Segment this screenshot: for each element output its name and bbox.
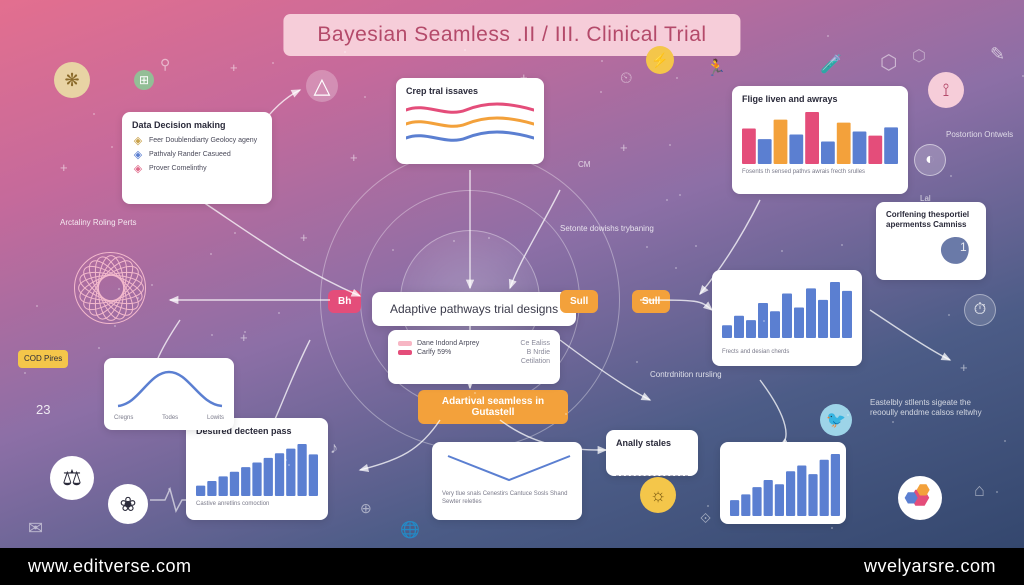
card-decision: Data Decision making◈Feer Doublendiarty … [122,112,272,204]
deco-glyph: ⚲ [160,56,170,73]
card-legend: Dane Indond ArpreyCe EalissCarlfy 59%B N… [388,330,560,384]
deco-icon: ⚡ [646,46,674,74]
side-label: Lal [920,194,931,204]
footer-bar: www.editverse.com wvelyarsre.com [0,548,1024,585]
p-sull2: Sull [632,290,670,313]
deco-icon: ☼ [640,477,676,513]
infographic-canvas: Bayesian Seamless .II / III. Clinical Tr… [0,0,1024,548]
deco-glyph: 🏃 [706,58,726,78]
deco-icon: ⟟ [928,72,964,108]
card-bars-r1: Frects and desian cherds [712,270,862,366]
p-sull1: Sull [560,290,598,313]
plus-mark: + [180,400,188,415]
plus-mark: + [560,460,568,475]
plus-mark: + [300,230,308,245]
p-bh: Bh [328,290,361,313]
p-adartival: Adartival seamless in Gutastell [418,390,568,424]
side-label: 1 [960,240,967,255]
deco-glyph: ✎ [990,44,1005,65]
card-issues: Crep tral issaves [396,78,544,164]
deco-glyph: △ [306,70,338,102]
footer-right: wvelyarsre.com [864,556,996,577]
plus-mark: + [520,70,528,85]
card-vshape: Very tlue snals Cenestirs Cantuce Sosls … [432,442,582,520]
deco-icon [74,252,146,324]
deco-glyph: ♪ [330,440,338,458]
deco-icon: ⬣⬣⬣ [898,476,942,520]
deco-glyph: ⊞ [134,70,154,90]
deco-glyph: ⟐ [700,510,711,527]
ekg-line [150,485,230,515]
deco-glyph: ⬡ [912,46,926,66]
card-bars-r2 [720,442,846,524]
plus-mark: + [350,150,358,165]
deco-glyph: 🌐 [400,520,420,540]
deco-icon: ⚖ [50,456,94,500]
plus-mark: + [230,60,238,75]
deco-glyph: ⊕ [360,500,372,517]
side-label: COD Pires [18,350,68,368]
deco-glyph: 🧪 [820,54,842,75]
deco-glyph: ✉ [28,518,43,539]
side-label: Postortion Ontwels [946,130,1016,140]
side-label: CM [578,160,590,170]
plus-mark: + [620,140,628,155]
card-flige: Flige liven and awraysFosents th sensed … [732,86,908,194]
card-curve: CregnsTodesLowits [104,358,234,430]
deco-icon: ❀ [108,484,148,524]
deco-glyph: ⌂ [974,480,985,501]
deco-glyph: ⏲ [620,70,632,88]
side-label: Eastelbly stllents sigeate the reooully … [870,398,990,418]
deco-icon: ❋ [54,62,90,98]
plus-mark: + [960,360,968,375]
center-label: Adaptive pathways trial designs [372,292,576,326]
deco-icon: ◐ [914,144,946,176]
card-anally: Anally stales [606,430,698,476]
deco-glyph: ⬡ [880,50,897,75]
footer-left: www.editverse.com [28,556,192,577]
side-label: 23 [36,402,50,418]
title-pill: Bayesian Seamless .II / III. Clinical Tr… [283,14,740,56]
side-label: Setonte dowishs trybaning [560,224,654,234]
card-corth: Corlfening thesportiel apermentss Camnis… [876,202,986,280]
deco-icon: ⏱ [964,294,996,326]
side-label: Arctaliny Roling Perts [60,218,136,228]
plus-mark: + [60,160,68,175]
deco-icon: 🐦 [820,404,852,436]
side-label: Contrdnition rursling [650,370,722,380]
